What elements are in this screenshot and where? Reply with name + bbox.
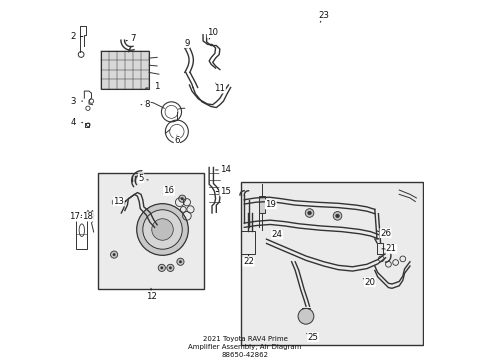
Text: 11: 11 [215, 84, 225, 93]
Text: 8: 8 [145, 100, 150, 109]
Text: 24: 24 [272, 230, 283, 239]
Text: 26: 26 [380, 229, 391, 238]
Text: 17: 17 [69, 212, 80, 221]
Text: 6: 6 [174, 136, 180, 145]
Text: 4: 4 [71, 118, 76, 127]
Text: 5: 5 [138, 174, 144, 183]
Text: 20: 20 [364, 278, 375, 287]
Bar [76, 217, 87, 249]
Text: 2: 2 [71, 32, 76, 41]
Circle shape [167, 264, 174, 271]
Text: 10: 10 [207, 28, 218, 37]
Text: 19: 19 [266, 200, 276, 209]
Bar [242, 231, 255, 253]
Circle shape [112, 199, 120, 206]
Circle shape [160, 266, 163, 269]
Circle shape [111, 251, 118, 258]
Text: 12: 12 [146, 292, 156, 301]
Circle shape [308, 211, 311, 215]
Bar [242, 182, 422, 345]
Circle shape [113, 253, 116, 256]
Bar [98, 173, 204, 289]
Circle shape [137, 204, 188, 255]
Text: 22: 22 [243, 257, 254, 266]
Circle shape [181, 197, 184, 200]
Bar [259, 196, 265, 213]
Circle shape [336, 214, 339, 218]
Text: 23: 23 [318, 11, 329, 20]
Text: 9: 9 [184, 39, 190, 48]
Circle shape [143, 210, 182, 249]
Circle shape [305, 209, 314, 217]
Circle shape [158, 264, 166, 271]
Text: 1: 1 [154, 82, 160, 91]
Text: 16: 16 [164, 186, 174, 195]
Text: 18: 18 [82, 212, 94, 221]
Circle shape [179, 195, 186, 202]
Text: 7: 7 [130, 34, 136, 43]
Text: 14: 14 [220, 166, 231, 175]
Text: 3: 3 [71, 96, 76, 105]
Bar [101, 51, 149, 89]
Text: 21: 21 [386, 244, 397, 253]
Text: 25: 25 [308, 333, 319, 342]
Circle shape [298, 309, 314, 324]
Circle shape [169, 266, 172, 269]
Circle shape [152, 219, 173, 240]
Text: 2021 Toyota RAV4 Prime
Amplifier Assembly, Air Diagram
88650-42862: 2021 Toyota RAV4 Prime Amplifier Assembl… [188, 336, 302, 358]
Circle shape [179, 260, 182, 263]
Circle shape [115, 201, 117, 204]
Text: 13: 13 [113, 197, 124, 206]
Text: 15: 15 [220, 187, 231, 196]
Bar [377, 243, 383, 253]
Circle shape [333, 212, 342, 220]
Circle shape [177, 258, 184, 265]
